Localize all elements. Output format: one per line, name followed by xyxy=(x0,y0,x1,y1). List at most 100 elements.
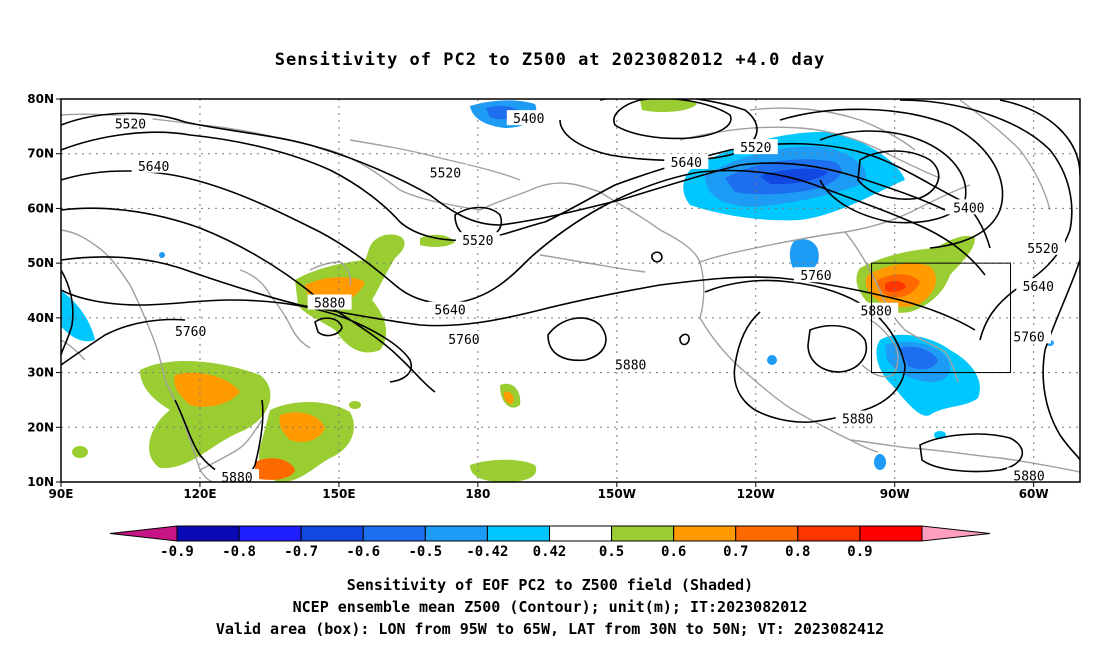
lat-tick-label: 50N xyxy=(27,256,54,270)
pos-shade-bering xyxy=(420,234,455,247)
colorbar-swatch xyxy=(238,525,302,542)
colorbar-swatch xyxy=(486,525,550,542)
contour-label-bg xyxy=(793,267,838,283)
neg-shade-dot xyxy=(159,252,165,258)
contour-label: 5520 xyxy=(740,141,771,156)
contour-label: 5520 xyxy=(462,234,493,249)
figure-caption: Sensitivity of EOF PC2 to Z500 field (Sh… xyxy=(0,574,1100,640)
contour-label-bg xyxy=(608,356,653,372)
plot-frame xyxy=(60,98,1081,483)
lon-tick-label: 90E xyxy=(49,487,74,501)
colorbar-label: -0.6 xyxy=(346,544,380,560)
colorbar-label: 0.5 xyxy=(599,544,624,560)
contour-label-bg xyxy=(131,157,176,173)
neg-shade-dot xyxy=(874,454,886,470)
pos-shade-dot xyxy=(72,446,88,458)
contour-label: 5760 xyxy=(800,269,831,284)
caption-line-valid-area: Valid area (box): LON from 95W to 65W, L… xyxy=(215,620,885,638)
contour-label: 5760 xyxy=(448,333,479,348)
pos-shade-china-core xyxy=(174,372,240,407)
pos-shade-arctic xyxy=(640,99,697,112)
contour-label-bg xyxy=(733,139,778,155)
lat-tick-label: 10N xyxy=(27,475,54,489)
contour-label: 5880 xyxy=(842,413,873,428)
colorbar-label: -0.5 xyxy=(408,544,442,560)
colorbar-swatch xyxy=(735,525,799,542)
colorbar-swatch xyxy=(176,525,240,542)
lon-tick-label: 90W xyxy=(880,487,910,501)
colorbar-label: 0.42 xyxy=(533,544,567,560)
contour-label: 5760 xyxy=(1013,330,1044,345)
pos-shade-hawaii-core xyxy=(503,391,514,404)
colorbar-low-extend xyxy=(109,525,178,542)
sensitivity-shading xyxy=(61,99,1054,482)
colorbar-swatch xyxy=(362,525,426,542)
pos-shade-dot xyxy=(349,401,361,409)
colorbar-swatch xyxy=(673,525,737,542)
pos-shade-northeast-max xyxy=(885,280,906,292)
lat-tick-label: 60N xyxy=(27,201,54,215)
lat-tick-label: 80N xyxy=(27,92,54,106)
lat-tick-label: 20N xyxy=(27,420,54,434)
longitude-axis: 90E 120E 150E 180 150W 120W 90W 60W xyxy=(49,482,1049,501)
neg-shade-plains xyxy=(789,239,819,273)
lon-tick-label: 120E xyxy=(183,487,216,501)
colorbar-swatch xyxy=(549,525,613,542)
contour-label: 5640 xyxy=(434,304,465,319)
neg-shade-canada-deep xyxy=(760,168,828,185)
contour-label-bg xyxy=(441,331,486,347)
valid-area-box xyxy=(871,262,1012,374)
colorbar-swatch xyxy=(859,525,923,542)
pos-shade-philippine-core xyxy=(279,412,325,442)
lon-tick-label: 150E xyxy=(322,487,355,501)
contour-label: 5880 xyxy=(861,305,892,320)
lat-tick-label: 70N xyxy=(27,147,54,161)
contour-label: 5760 xyxy=(175,325,206,340)
lat-tick-label: 40N xyxy=(27,311,54,325)
contour-label: 5400 xyxy=(953,201,984,216)
caption-line-contour: NCEP ensemble mean Z500 (Contour); unit(… xyxy=(292,598,808,616)
map-title: Sensitivity of PC2 to Z500 at 2023082012… xyxy=(274,50,826,70)
contour-label-bg xyxy=(946,199,991,215)
colorbar-label: -0.42 xyxy=(466,544,508,560)
colorbar-label: 0.7 xyxy=(723,544,748,560)
contour-label-bg xyxy=(428,301,473,317)
contour-label-bg xyxy=(455,232,500,248)
lon-tick-label: 180 xyxy=(465,487,490,501)
contour-label: 5640 xyxy=(138,160,169,175)
colorbar-label: -0.8 xyxy=(222,544,256,560)
colorbar-swatch xyxy=(797,525,861,542)
contour-label-bg xyxy=(1007,467,1052,483)
contour-label: 5880 xyxy=(314,297,345,312)
contour-label: 5640 xyxy=(671,156,702,171)
colorbar-high-extend xyxy=(921,525,991,542)
contour-label-bg xyxy=(854,302,899,318)
contour-label: 5640 xyxy=(1023,280,1054,295)
colorbar-swatch xyxy=(611,525,675,542)
colorbar-label: -0.7 xyxy=(284,544,318,560)
lon-tick-label: 120W xyxy=(737,487,775,501)
contour-label: 5400 xyxy=(513,112,544,127)
colorbar-swatch xyxy=(300,525,364,542)
lon-tick-label: 60W xyxy=(1019,487,1049,501)
lat-tick-label: 30N xyxy=(27,366,54,380)
contour-labels: 5520 5400 5520 5640 5640 5520 5400 5520 5520 5760… xyxy=(108,110,1065,486)
contour-label-bg xyxy=(215,469,260,485)
contour-label-bg xyxy=(307,294,352,310)
pos-shade-philippine-core2 xyxy=(255,458,295,480)
colorbar-swatch xyxy=(424,525,488,542)
pos-shade-china xyxy=(140,360,271,469)
colorbar-label: 0.8 xyxy=(785,544,810,560)
lon-tick-label: 150W xyxy=(598,487,636,501)
contour-label-bg xyxy=(506,110,551,126)
contour-label: 5880 xyxy=(615,358,646,373)
latitude-axis: 80N 70N 60N 50N 40N 30N 20N 10N xyxy=(27,92,61,489)
contour-label: 5880 xyxy=(221,471,252,486)
contour-label: 5520 xyxy=(430,166,461,181)
neg-shade-dot xyxy=(767,355,777,365)
contour-label-bg xyxy=(835,410,880,426)
contour-label: 5520 xyxy=(115,118,146,133)
neg-shade-southeast-core xyxy=(900,346,938,370)
colorbar-label: -0.9 xyxy=(160,544,194,560)
